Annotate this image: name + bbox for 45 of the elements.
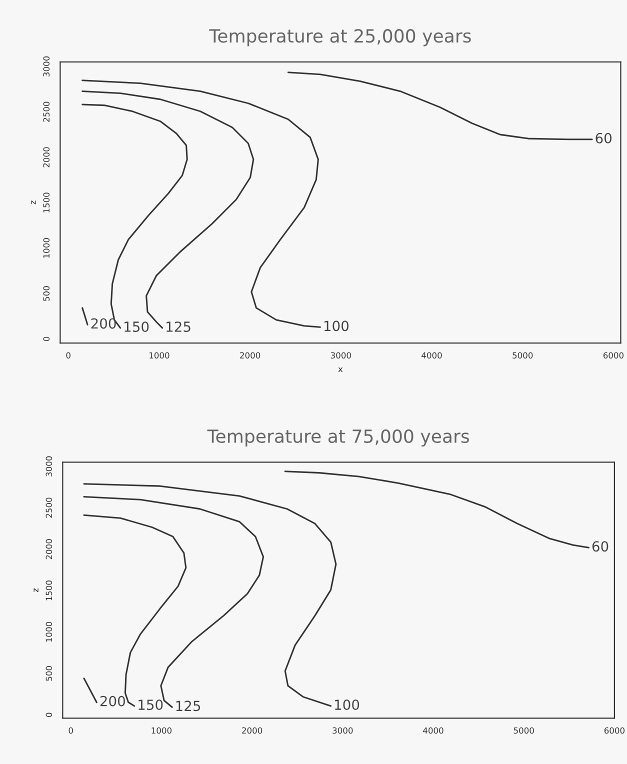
x-tick-label: 3000 xyxy=(332,727,353,734)
x-tick-label: 0 xyxy=(66,352,70,359)
x-tick-label: 4000 xyxy=(423,727,444,734)
x-tick-label: 1000 xyxy=(150,352,170,359)
x-tick-label: 5000 xyxy=(514,727,534,734)
chart-title: Temperature at 75,000 years xyxy=(207,429,469,447)
chart-title: Temperature at 25,000 years xyxy=(209,29,471,46)
series-label: 125 xyxy=(176,700,200,712)
series-label: 150 xyxy=(124,321,149,332)
series-label: 60 xyxy=(596,132,612,144)
x-tick-label: 5000 xyxy=(512,352,533,359)
y-tick-label: 1000 xyxy=(43,238,50,258)
y-tick-label: 2000 xyxy=(46,539,52,560)
y-tick-label: 1500 xyxy=(46,580,52,600)
y-tick-label: 0 xyxy=(46,712,52,717)
series-label: 100 xyxy=(324,320,349,332)
x-tick-label: 4000 xyxy=(422,352,442,359)
line-series xyxy=(287,72,593,140)
series-label: 125 xyxy=(166,321,190,332)
x-tick-label: 6000 xyxy=(604,727,625,734)
y-tick-label: 3000 xyxy=(43,56,50,76)
x-tick-label: 6000 xyxy=(603,352,624,359)
y-tick-label: 1000 xyxy=(46,622,52,642)
series-label: 100 xyxy=(335,700,360,710)
y-tick-label: 2500 xyxy=(43,102,50,122)
y-axis-title: z xyxy=(34,588,38,592)
x-tick-label: 2000 xyxy=(242,727,262,734)
x-tick-label: 3000 xyxy=(330,352,351,359)
y-axis-title: z xyxy=(31,200,36,204)
y-tick-label: 3000 xyxy=(46,456,52,476)
line-series xyxy=(284,470,590,548)
x-tick-label: 0 xyxy=(68,727,73,734)
y-tick-label: 1500 xyxy=(43,192,50,212)
series-label: 60 xyxy=(592,541,608,552)
y-tick-label: 500 xyxy=(46,666,52,681)
series-label: 200 xyxy=(100,696,125,706)
x-axis-title: x xyxy=(338,367,343,372)
series-label: 200 xyxy=(91,318,116,329)
x-tick-label: 1000 xyxy=(152,727,172,734)
x-tick-label: 2000 xyxy=(240,352,260,359)
series-label: 150 xyxy=(138,700,163,710)
y-tick-label: 2500 xyxy=(46,498,52,518)
y-tick-label: 0 xyxy=(43,336,50,342)
y-tick-label: 2000 xyxy=(43,147,50,168)
y-tick-label: 500 xyxy=(43,286,50,301)
